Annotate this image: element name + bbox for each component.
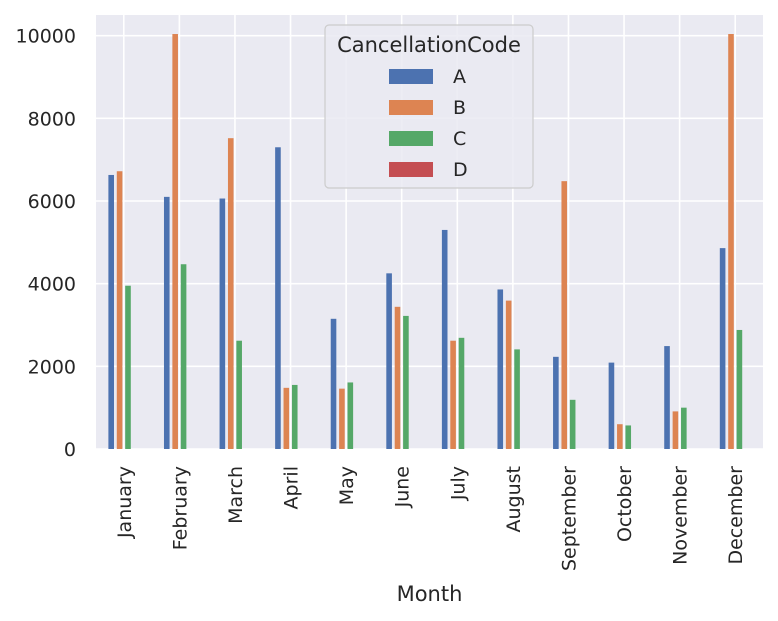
y-tick-label: 0 [64,439,76,461]
bar-A-october [608,362,615,449]
bar-B-april [283,387,290,449]
bar-A-february [163,196,170,449]
x-axis-label: Month [397,582,463,606]
bar-B-october [617,424,623,449]
x-tick-label: September [558,466,580,571]
bar-C-february [180,264,187,449]
legend-swatch-C [389,131,433,146]
bar-B-november [672,411,679,449]
legend-label-D: D [453,159,468,181]
y-tick-label: 4000 [28,274,76,296]
bar-B-august [505,300,512,449]
bar-A-september [553,356,559,449]
bar-C-may [347,382,354,449]
legend-swatch-B [389,100,433,115]
bar-C-september [569,399,576,449]
bar-A-august [497,289,504,449]
y-tick-label: 8000 [28,108,76,130]
bar-C-august [514,349,520,449]
legend-label-C: C [453,128,466,150]
bar-C-june [403,315,409,449]
bar-B-june [394,306,401,449]
bar-A-march [219,198,226,449]
bars [108,34,743,450]
grid-lines [96,15,763,450]
bar-C-january [125,285,131,449]
bar-B-september [561,181,568,449]
x-tick-label: November [670,466,692,565]
x-tick-label: March [225,466,247,524]
legend-swatch-A [389,69,433,84]
x-tick-label: February [169,466,191,550]
legend-swatch-D [389,162,433,177]
x-tick-label: April [281,466,303,509]
y-tick-label: 2000 [28,356,76,378]
x-axis-ticks: January February March April May June July Augu… [114,466,747,571]
bar-B-march [227,138,234,449]
bar-C-july [458,337,465,449]
x-tick-label: October [614,466,636,542]
bar-A-july [441,229,448,449]
bar-A-january [108,174,114,449]
bar-A-november [664,346,670,449]
bar-A-may [330,318,337,449]
legend-label-B: B [453,97,466,119]
bar-B-february [172,34,178,449]
x-tick-label: January [114,466,136,539]
bar-C-december [736,329,743,449]
bar-C-march [236,340,242,449]
y-axis-ticks: 0 2000 4000 6000 8000 10000 [16,26,76,461]
bar-C-october [625,425,632,449]
bar-B-january [116,171,123,450]
legend-title: CancellationCode [337,33,521,57]
bar-C-april [291,384,298,449]
y-tick-label: 10000 [16,26,76,48]
x-tick-label: August [503,466,525,533]
bar-B-december [728,34,734,449]
y-tick-label: 6000 [28,191,76,213]
legend-label-A: A [453,66,466,88]
bar-B-july [450,340,456,449]
x-tick-label: December [725,466,747,565]
bar-C-november [681,407,687,449]
bar-A-april [275,147,281,449]
bar-A-december [719,248,726,449]
bar-A-june [386,273,392,449]
x-tick-label: June [392,466,414,508]
x-tick-label: May [336,466,358,505]
bar-B-may [339,388,345,449]
x-tick-label: July [447,466,469,501]
